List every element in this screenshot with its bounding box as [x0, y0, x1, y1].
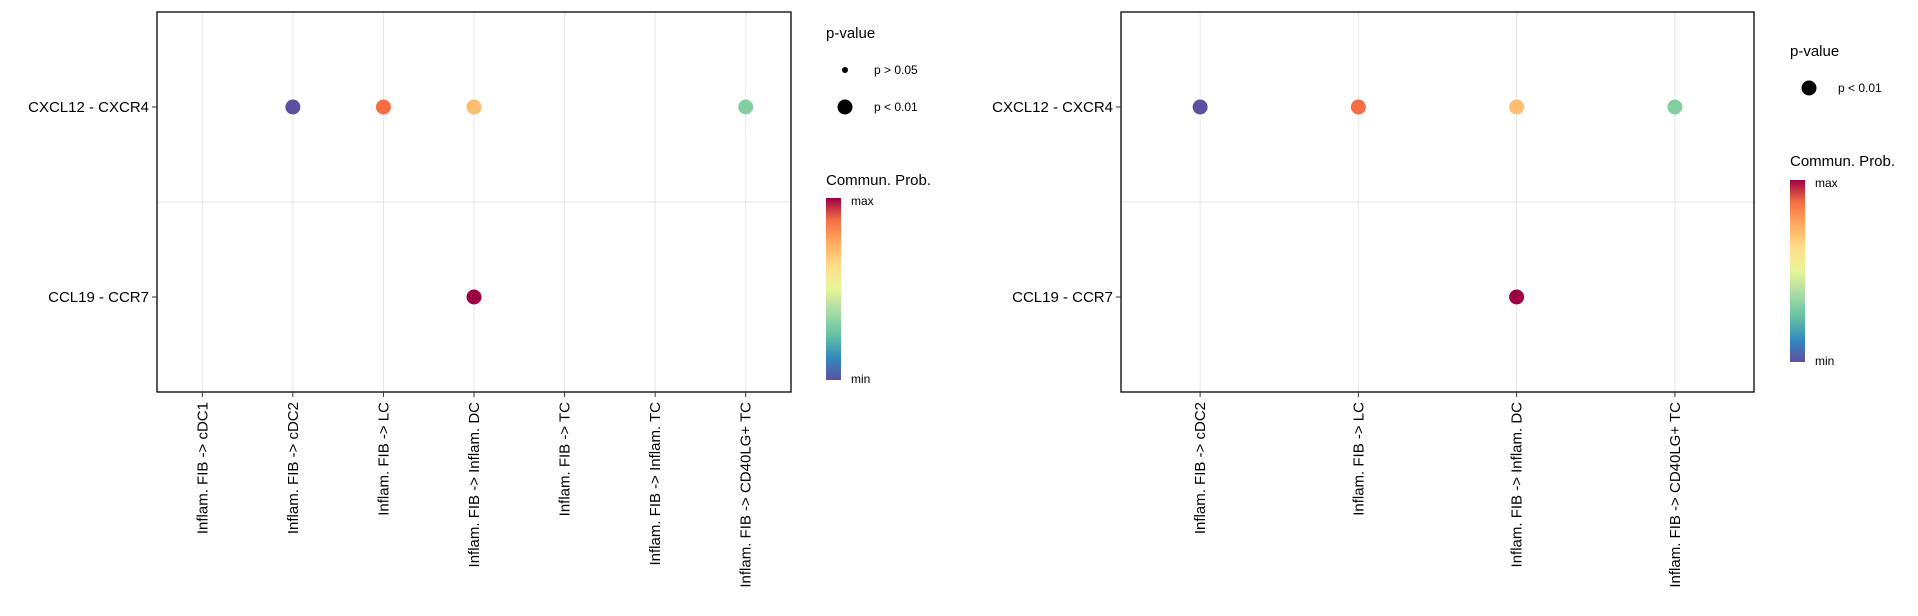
legend-prob-title: Commun. Prob. — [1790, 153, 1895, 170]
legend-prob-title: Commun. Prob. — [826, 172, 931, 189]
data-point — [1192, 99, 1208, 115]
y-tick-label: CXCL12 - CXCR4 — [992, 99, 1113, 116]
y-tick-label: CXCL12 - CXCR4 — [28, 99, 149, 116]
legend-pvalue-label: p < 0.01 — [1838, 81, 1882, 95]
legend-prob-max-label: max — [1815, 176, 1838, 190]
legend-pvalue-label: p > 0.05 — [874, 63, 918, 77]
x-tick-label: Inflam. FIB -> LC — [375, 402, 392, 516]
x-tick-label: Inflam. FIB -> cDC1 — [194, 402, 211, 534]
chart-panel-2: CXCL12 - CXCR4 CCL19 - CCR7 Inflam. FIB ->… — [992, 11, 1895, 588]
chart-panel-1: CXCL12 - CXCR4 CCL19 - CCR7 Inflam. FIB ->… — [28, 11, 931, 588]
y-tick-label: CCL19 - CCR7 — [48, 289, 149, 306]
x-tick-label: Inflam. FIB -> Inflam. DC — [466, 402, 483, 568]
x-tick-label: Inflam. FIB -> CD40LG+ TC — [738, 402, 755, 588]
x-tick-label: Inflam. FIB -> Inflam. DC — [1509, 402, 1526, 568]
x-tick-label: Inflam. FIB -> cDC2 — [285, 402, 302, 534]
x-tick-label: Inflam. FIB -> TC — [557, 402, 574, 516]
legend-pvalue-key — [1801, 80, 1817, 96]
legend-prob-max-label: max — [851, 194, 874, 208]
legend-pvalue-title: p-value — [1790, 43, 1839, 60]
x-tick-label: Inflam. FIB -> LC — [1350, 402, 1367, 516]
data-point — [1350, 99, 1366, 115]
data-point — [375, 99, 391, 115]
legend-prob-min-label: min — [1815, 354, 1834, 368]
data-point — [466, 99, 482, 115]
legend-colorbar — [1790, 180, 1805, 362]
x-tick-label: Inflam. FIB -> cDC2 — [1192, 402, 1209, 534]
legend-pvalue-key — [842, 67, 848, 73]
legend-pvalue-title: p-value — [826, 25, 875, 42]
legend-pvalue-label: p < 0.01 — [874, 100, 918, 114]
data-point — [1667, 99, 1683, 115]
data-point — [285, 99, 301, 115]
x-tick-label: Inflam. FIB -> CD40LG+ TC — [1667, 402, 1684, 588]
data-point — [738, 99, 754, 115]
y-tick-label: CCL19 - CCR7 — [1012, 289, 1113, 306]
legend-colorbar — [826, 198, 841, 380]
data-point — [1509, 289, 1525, 305]
data-point — [1509, 99, 1525, 115]
x-tick-label: Inflam. FIB -> Inflam. TC — [647, 402, 664, 566]
legend-pvalue-key — [837, 99, 853, 115]
plot-frame — [1120, 11, 1755, 393]
data-point — [466, 289, 482, 305]
legend-prob-min-label: min — [851, 372, 870, 386]
